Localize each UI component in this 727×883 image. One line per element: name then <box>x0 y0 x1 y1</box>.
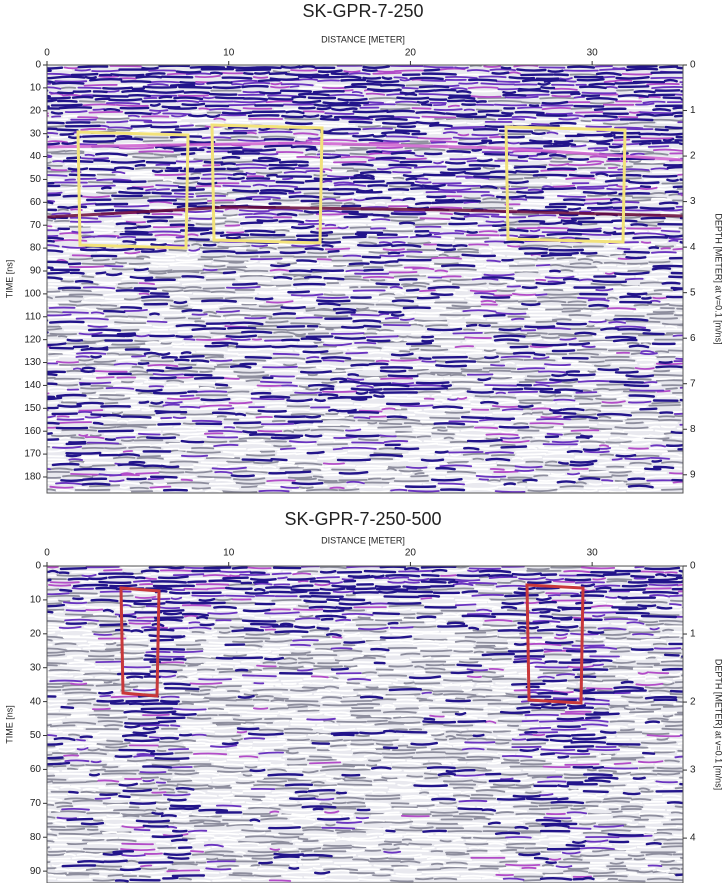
y-tick-label: 60 <box>30 764 42 775</box>
x-tick-label: 20 <box>405 548 417 559</box>
y-tick-label: 10 <box>30 595 42 606</box>
radargram-texture <box>47 566 683 883</box>
y-tick-label: 170 <box>24 449 41 460</box>
y-tick-label: 30 <box>30 128 42 139</box>
y-tick-label: 90 <box>30 866 42 877</box>
y-tick-label: 120 <box>24 334 41 345</box>
y-tick-label: 180 <box>24 472 41 483</box>
y2-tick-label: 8 <box>690 424 696 435</box>
anomaly-box <box>504 125 627 244</box>
radargram-stripes <box>47 68 683 493</box>
x-tick-label: 20 <box>405 48 417 59</box>
anomaly-box <box>525 583 585 705</box>
y2-tick-label: 4 <box>690 242 696 253</box>
y2-tick-label: 0 <box>690 60 696 71</box>
y2-tick-label: 5 <box>690 287 696 298</box>
y-tick-label: 50 <box>30 730 42 741</box>
horizon-line <box>47 141 683 162</box>
y2-tick-label: 2 <box>690 697 696 708</box>
y2-tick-label: 0 <box>690 561 696 572</box>
y-tick-label: 0 <box>35 561 41 572</box>
y2-tick-label: 1 <box>690 629 696 640</box>
y-tick-label: 100 <box>24 289 41 300</box>
plot-frame <box>46 64 684 494</box>
x-axis-label: DISTANCE [METER] <box>321 34 405 44</box>
plot-frame <box>46 565 684 883</box>
y2-tick-label: 1 <box>690 105 696 116</box>
radargram-stripes <box>47 566 683 881</box>
horizon-line <box>47 205 683 219</box>
y-tick-label: 140 <box>24 380 41 391</box>
y2-tick-label: 3 <box>690 196 696 207</box>
y-tick-label: 30 <box>30 662 42 673</box>
y2-tick-label: 9 <box>690 469 696 480</box>
anomaly-box <box>76 130 190 250</box>
y-tick-label: 10 <box>30 83 42 94</box>
x-tick-label: 30 <box>587 48 599 59</box>
y2-tick-label: 3 <box>690 765 696 776</box>
y2-tick-label: 2 <box>690 151 696 162</box>
radargram-stripes <box>47 566 683 883</box>
x-tick-label: 0 <box>44 548 50 559</box>
y-tick-label: 40 <box>30 151 42 162</box>
anomaly-box <box>210 123 324 245</box>
y-tick-label: 50 <box>30 174 42 185</box>
y-tick-label: 150 <box>24 403 41 414</box>
y-tick-label: 90 <box>30 266 42 277</box>
radargram-stripes <box>47 65 683 493</box>
y-tick-label: 20 <box>30 105 42 116</box>
y-tick-label: 70 <box>30 798 42 809</box>
y-tick-label: 40 <box>30 696 42 707</box>
y-tick-label: 80 <box>30 832 42 843</box>
y2-axis-label: DEPTH [METER] at v=0.1 [m/ns] <box>714 659 724 790</box>
y-tick-label: 20 <box>30 628 42 639</box>
panel-title: SK-GPR-7-250 <box>302 1 423 21</box>
y-tick-label: 60 <box>30 197 42 208</box>
x-tick-label: 10 <box>223 548 235 559</box>
x-tick-label: 30 <box>587 548 599 559</box>
radargram-texture <box>47 65 683 493</box>
x-axis-label: DISTANCE [METER] <box>321 535 405 545</box>
y-axis-label: TIME [ns] <box>4 705 14 744</box>
y2-tick-label: 7 <box>690 378 696 389</box>
panel-title: SK-GPR-7-250-500 <box>284 509 441 529</box>
y2-tick-label: 6 <box>690 333 696 344</box>
y-tick-label: 110 <box>25 311 41 322</box>
y2-tick-label: 4 <box>690 833 696 844</box>
y-tick-label: 70 <box>30 220 42 231</box>
x-tick-label: 10 <box>223 48 235 59</box>
y-tick-label: 80 <box>30 243 42 254</box>
y-tick-label: 0 <box>35 60 41 71</box>
anomaly-box <box>119 586 161 698</box>
y-tick-label: 130 <box>24 357 41 368</box>
y-axis-label: TIME [ns] <box>4 260 14 299</box>
x-tick-label: 0 <box>44 48 50 59</box>
y2-axis-label: DEPTH [METER] at v=0.1 [m/ns] <box>714 213 724 344</box>
y-tick-label: 160 <box>24 426 41 437</box>
